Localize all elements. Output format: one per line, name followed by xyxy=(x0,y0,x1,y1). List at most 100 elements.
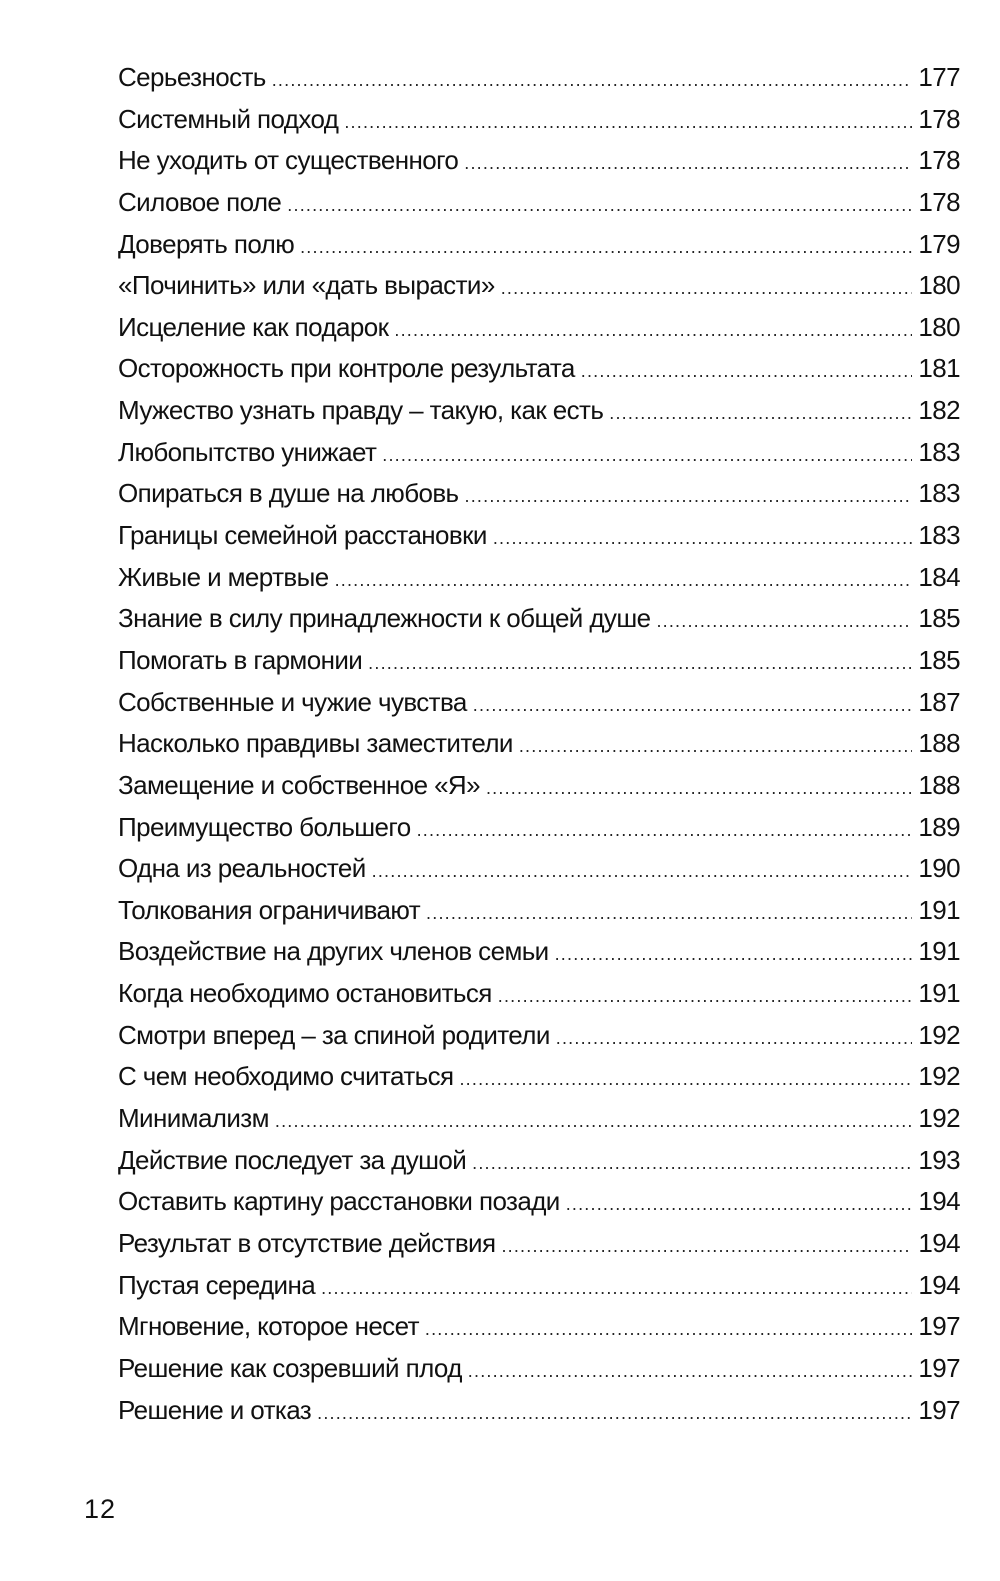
dot-leader xyxy=(368,653,912,674)
toc-entry-title: Живые и мертвые xyxy=(118,561,329,592)
toc-entry-page: 188 xyxy=(918,728,960,759)
toc-entry-page: 188 xyxy=(918,769,960,800)
toc-entry: Пустая середина 194 xyxy=(118,1269,961,1312)
dot-leader xyxy=(581,361,913,382)
toc-entry-title: Опираться в душе на любовь xyxy=(118,478,459,509)
toc-entry: С чем необходимо считаться 192 xyxy=(118,1061,961,1103)
toc-entry-page: 182 xyxy=(918,395,960,426)
toc-entry: Решение как созревший плод 197 xyxy=(118,1352,961,1395)
dot-leader xyxy=(472,1153,912,1174)
toc-entry: Силовое поле 178 xyxy=(118,186,961,229)
toc-entry-title: Решение и отказ xyxy=(118,1394,312,1425)
toc-entry-page: 187 xyxy=(918,686,960,717)
dot-leader xyxy=(321,1278,912,1299)
toc-entry-page: 179 xyxy=(918,228,960,259)
toc-entry-title: Результат в отсутствие действия xyxy=(118,1227,496,1258)
toc-entry: Насколько правдивы заместители 188 xyxy=(118,728,961,770)
dot-leader xyxy=(473,695,913,716)
toc-entry-title: Когда необходимо остановиться xyxy=(118,978,492,1009)
toc-entry-page: 180 xyxy=(918,311,960,342)
toc-entry: Действие последует за душой 193 xyxy=(118,1144,961,1187)
toc-entry-page: 178 xyxy=(918,103,960,134)
toc-entry: Мгновение, которое несет 197 xyxy=(118,1311,961,1353)
toc-entry-title: Доверять полю xyxy=(118,228,295,259)
toc-entry-title: Мужество узнать правду – такую, как есть xyxy=(118,395,604,426)
dot-leader xyxy=(609,403,912,424)
toc-entry: Одна из реальностей 190 xyxy=(118,853,961,895)
toc-entry-title: Насколько правдивы заместители xyxy=(118,728,513,759)
table-of-contents: Серьезность177Системный подход178Не уход… xyxy=(118,62,961,1437)
toc-entry-title: Собственные и чужие чувства xyxy=(118,686,467,717)
dot-leader xyxy=(468,1361,913,1382)
toc-entry: Доверять полю 179 xyxy=(118,228,961,271)
toc-entry-title: Действие последует за душой xyxy=(118,1144,467,1175)
toc-entry-title: Замещение и собственное «Я» xyxy=(118,769,481,800)
toc-entry-title: Серьезность xyxy=(118,62,266,92)
page-number: 12 xyxy=(84,1494,117,1524)
toc-entry-page: 178 xyxy=(918,186,960,217)
dot-leader xyxy=(426,903,912,924)
dot-leader xyxy=(335,570,913,591)
dot-leader xyxy=(556,1028,913,1049)
toc-entry-page: 197 xyxy=(918,1352,960,1383)
toc-entry-title: Пустая середина xyxy=(118,1269,316,1300)
toc-entry-page: 185 xyxy=(918,644,960,675)
toc-entry-title: Воздействие на других членов семьи xyxy=(118,936,549,967)
toc-entry-page: 190 xyxy=(918,853,960,884)
toc-entry-title: Системный подход xyxy=(118,103,339,134)
toc-entry-title: Минимализм xyxy=(118,1103,269,1134)
dot-leader xyxy=(566,1194,913,1215)
toc-entry: Живые и мертвые 184 xyxy=(118,561,961,604)
dot-leader xyxy=(382,445,912,466)
toc-entry-page: 191 xyxy=(918,978,960,1009)
dot-leader xyxy=(275,1111,913,1132)
toc-entry-title: Силовое поле xyxy=(118,186,282,217)
toc-entry-page: 193 xyxy=(918,1144,960,1175)
toc-entry-title: Мгновение, которое несет xyxy=(118,1311,419,1342)
toc-entry-title: Толкования ограничивают xyxy=(118,894,421,925)
toc-entry: Результат в отсутствие действия 194 xyxy=(118,1227,961,1270)
toc-entry: Помогать в гармонии 185 xyxy=(118,644,961,687)
toc-entry: Исцеление как подарок 180 xyxy=(118,311,961,354)
toc-entry: Смотри вперед – за спиной родители 192 xyxy=(118,1019,961,1062)
toc-entry-title: Решение как созревший плод xyxy=(118,1352,462,1383)
dot-leader xyxy=(344,112,912,133)
toc-entry-title: Знание в силу принадлежности к общей душ… xyxy=(118,603,651,634)
dot-leader xyxy=(459,1069,912,1090)
dot-leader xyxy=(486,778,912,799)
toc-entry: Когда необходимо остановиться 191 xyxy=(118,978,961,1020)
dot-leader xyxy=(519,736,913,757)
toc-entry: Системный подход 178 xyxy=(118,103,961,146)
toc-entry: «Починить» или «дать вырасти» 180 xyxy=(118,270,961,312)
dot-leader xyxy=(394,320,912,341)
toc-entry: Любопытство унижает 183 xyxy=(118,436,961,479)
dot-leader xyxy=(501,278,913,299)
toc-entry: Осторожность при контроле результата 181 xyxy=(118,353,961,395)
toc-entry: Решение и отказ 197 xyxy=(118,1394,961,1437)
toc-entry-title: Границы семейной расстановки xyxy=(118,520,487,551)
dot-leader xyxy=(372,861,913,882)
toc-entry-page: 194 xyxy=(918,1186,960,1217)
toc-entry-page: 194 xyxy=(918,1227,960,1258)
toc-entry-page: 183 xyxy=(918,520,960,551)
toc-entry-title: С чем необходимо считаться xyxy=(118,1061,454,1092)
toc-entry: Не уходить от существенного 178 xyxy=(118,145,961,187)
toc-entry: Преимущество большего 189 xyxy=(118,811,961,854)
toc-entry-page: 180 xyxy=(918,270,960,301)
dot-leader xyxy=(501,1236,912,1257)
toc-entry-page: 191 xyxy=(918,936,960,967)
toc-entry-page: 197 xyxy=(918,1394,960,1425)
toc-entry-title: Смотри вперед – за спиной родители xyxy=(118,1019,550,1050)
toc-entry-title: Исцеление как подарок xyxy=(118,311,389,342)
toc-entry-page: 183 xyxy=(918,478,960,509)
dot-leader xyxy=(465,486,913,507)
toc-entry: Воздействие на других членов семьи 191 xyxy=(118,936,961,978)
toc-entry: Знание в силу принадлежности к общей душ… xyxy=(118,603,961,645)
dot-leader xyxy=(317,1403,912,1424)
toc-entry-page: 194 xyxy=(918,1269,960,1300)
toc-entry-page: 189 xyxy=(918,811,960,842)
toc-entry-page: 183 xyxy=(918,436,960,467)
toc-entry: Собственные и чужие чувства 187 xyxy=(118,686,961,729)
dot-leader xyxy=(555,944,913,965)
toc-entry-title: Преимущество большего xyxy=(118,811,411,842)
